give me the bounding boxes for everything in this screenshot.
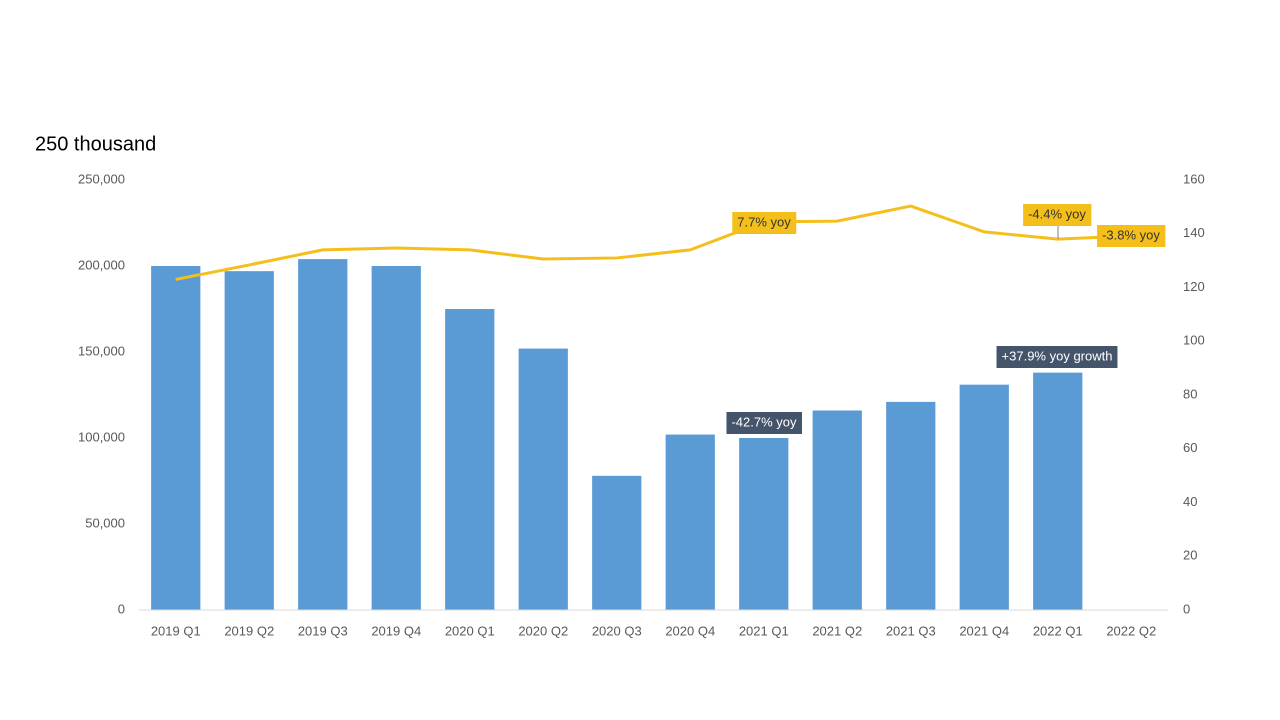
y2-tick-label: 140 — [1183, 225, 1205, 240]
x-tick-label: 2019 Q1 — [151, 623, 201, 638]
annotation-box — [726, 412, 803, 434]
y-tick-label: 100,000 — [78, 429, 125, 444]
annotation-box — [1097, 225, 1166, 247]
bar — [665, 434, 715, 610]
bar — [959, 384, 1009, 610]
x-tick-label: 2021 Q4 — [959, 623, 1009, 638]
x-tick-label: 2020 Q3 — [592, 623, 642, 638]
x-tick-label: 2019 Q3 — [298, 623, 348, 638]
annotation: +37.9% yoy growth — [1002, 348, 1113, 363]
x-tick-label: 2021 Q1 — [739, 623, 789, 638]
bar — [224, 271, 274, 610]
bar — [886, 401, 936, 610]
annotation: -42.7% yoy — [731, 414, 797, 429]
y-tick-label: 0 — [118, 601, 125, 616]
bar — [592, 475, 642, 610]
y-tick-label: 200,000 — [78, 257, 125, 272]
y-tick-label: 250,000 — [78, 171, 125, 186]
x-tick-label: 2019 Q4 — [371, 623, 421, 638]
annotation-box — [1023, 204, 1092, 226]
line — [175, 204, 1132, 281]
bar — [1033, 372, 1083, 610]
y2-tick-label: 60 — [1183, 440, 1197, 455]
annotation: -4.4% yoy — [1028, 206, 1086, 221]
y2-tick-label: 120 — [1183, 279, 1205, 294]
bar — [445, 309, 495, 610]
y2-tick-label: 160 — [1183, 171, 1205, 186]
y-tick-label: 150,000 — [78, 343, 125, 358]
x-tick-label: 2020 Q1 — [445, 623, 495, 638]
annotation: -3.8% yoy — [1102, 227, 1160, 242]
y2-tick-label: 20 — [1183, 548, 1197, 563]
y-tick-label: 50,000 — [85, 515, 125, 530]
chart-title: 250 thousand — [35, 133, 156, 155]
y2-tick-label: 0 — [1183, 601, 1190, 616]
bar — [151, 266, 201, 610]
bar — [298, 259, 348, 610]
bar — [371, 266, 421, 610]
y2-tick-label: 80 — [1183, 386, 1197, 401]
bar — [739, 438, 789, 610]
annotation-box — [996, 346, 1118, 368]
y2-tick-label: 40 — [1183, 494, 1197, 509]
bar — [812, 410, 862, 610]
x-tick-label: 2019 Q2 — [224, 623, 274, 638]
annotation: 7.7% yoy — [737, 214, 791, 229]
annotation-box — [732, 212, 797, 234]
bar — [518, 348, 568, 610]
x-tick-label: 2022 Q1 — [1033, 623, 1083, 638]
x-tick-label: 2021 Q2 — [812, 623, 862, 638]
x-tick-label: 2020 Q4 — [665, 623, 715, 638]
x-tick-label: 2021 Q3 — [886, 623, 936, 638]
x-tick-label: 2022 Q2 — [1106, 623, 1156, 638]
y2-tick-label: 100 — [1183, 333, 1205, 348]
x-tick-label: 2020 Q2 — [518, 623, 568, 638]
